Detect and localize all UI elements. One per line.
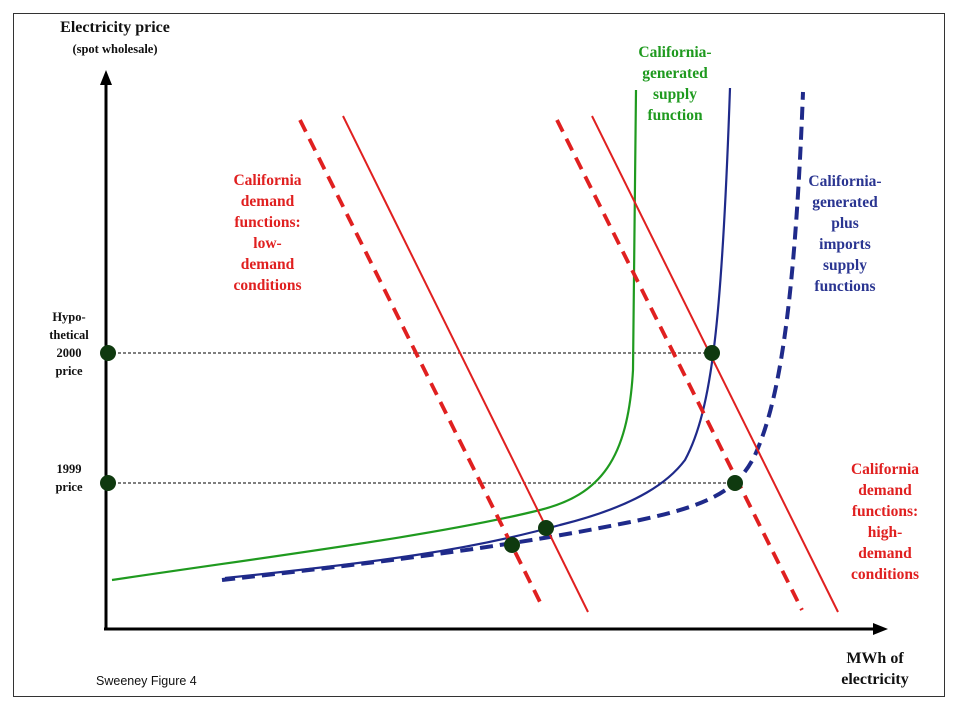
price-1999-label: 1999 price [55,462,83,494]
ca-supply-label: California- generated supply function [638,44,712,124]
low-demand-solid [342,115,589,613]
figure-caption: Sweeney Figure 4 [96,674,197,688]
low-demand-dashed [298,119,545,609]
y-axis-subtitle: (spot wholesale) [72,42,158,56]
x-axis-arrow [873,623,888,635]
y-axis-title: Electricity price [60,19,170,36]
ca-supply-curve [111,89,638,582]
equilibrium-low-solid-point [538,520,554,536]
low-demand-label: California demand functions: low- demand… [233,172,302,294]
high-demand-dashed [555,119,804,611]
x-axis-title: MWh of electricity [841,650,909,688]
price-2000-axis-point [100,345,116,361]
ca-imports-supply-label: California- generated plus imports suppl… [808,173,882,295]
ca-imports-supply-curve-low [224,87,732,580]
equilibrium-2000-point [704,345,720,361]
price-2000-label: Hypo- thetical 2000 price [49,310,89,378]
ca-imports-supply-curve-high [221,91,805,582]
high-demand-solid [591,115,839,613]
price-1999-axis-point [100,475,116,491]
y-axis-arrow [100,70,112,85]
figure-frame [13,13,945,697]
high-demand-label: California demand functions: high- deman… [850,461,920,583]
equilibrium-low-dashed-point [504,537,520,553]
equilibrium-1999-point [727,475,743,491]
